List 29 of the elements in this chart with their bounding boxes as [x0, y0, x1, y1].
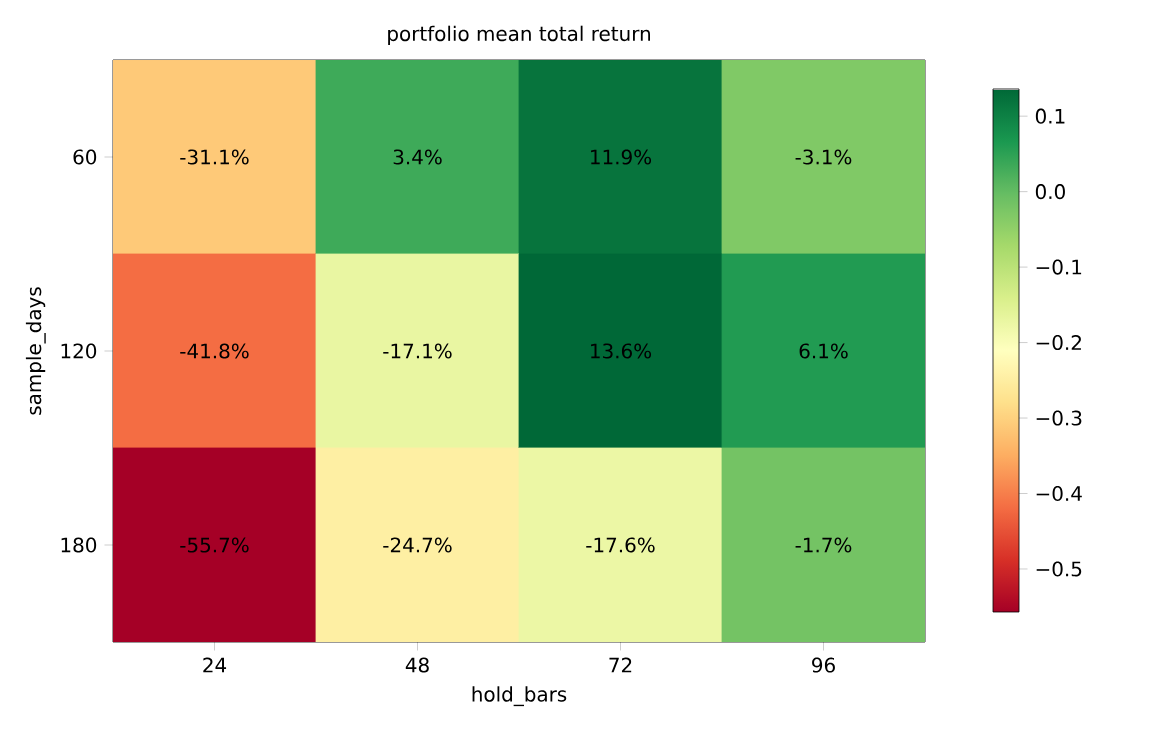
data-label: -1.7% — [795, 537, 852, 553]
data-label: -24.7% — [383, 537, 452, 553]
x-axis-title: hold_bars — [472, 686, 567, 707]
color-bar-label: −0.1 — [1036, 259, 1082, 275]
x-tick-label: 96 — [812, 657, 835, 673]
y-axis-title: sample_days — [25, 287, 46, 415]
x-tick-label: 72 — [609, 657, 632, 673]
data-label: 13.6% — [591, 343, 652, 359]
data-label: 3.4% — [393, 149, 442, 165]
color-bar-label: −0.4 — [1036, 485, 1082, 502]
data-label: -3.1% — [795, 149, 852, 165]
data-label: 11.9% — [591, 149, 652, 165]
data-label: -17.1% — [383, 343, 452, 359]
y-tick-label: 180 — [61, 537, 97, 553]
color-bar-label: −0.5 — [1036, 561, 1082, 577]
data-label: -55.7% — [180, 537, 249, 553]
color-bar-label: −0.3 — [1036, 410, 1082, 426]
data-label: -17.6% — [586, 537, 655, 553]
color-bar-label: −0.2 — [1036, 335, 1081, 351]
y-tick-label: 60 — [73, 149, 97, 165]
y-tick-label: 120 — [61, 343, 97, 359]
color-bar-label: 0.0 — [1035, 184, 1065, 200]
x-tick-label: 48 — [405, 657, 429, 673]
data-label: -31.1% — [180, 149, 249, 165]
color-bar-label: 0.1 — [1035, 108, 1065, 124]
x-tick-label: 24 — [203, 657, 227, 673]
chart-title: portfolio mean total return — [388, 25, 650, 45]
data-label: -41.8% — [180, 343, 249, 359]
data-label: 6.1% — [799, 343, 848, 359]
